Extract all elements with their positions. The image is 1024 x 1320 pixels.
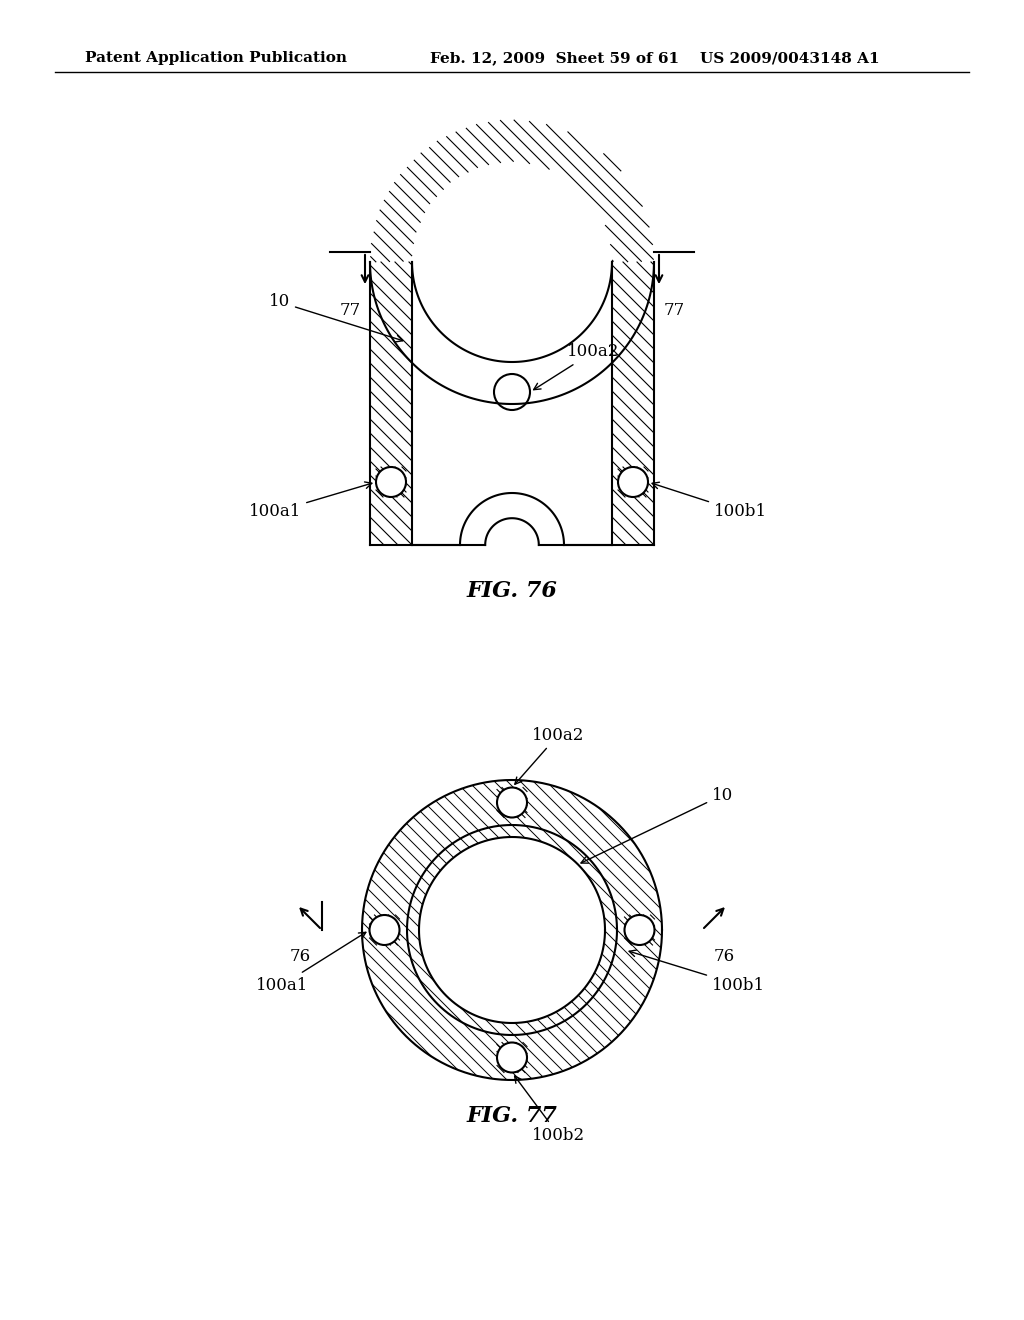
Circle shape: [618, 467, 648, 498]
Text: 100a2: 100a2: [515, 726, 585, 784]
Text: 10: 10: [581, 787, 733, 863]
Text: 100b1: 100b1: [629, 950, 765, 994]
Text: 77: 77: [664, 302, 685, 319]
Circle shape: [497, 1043, 527, 1072]
Text: 100a1: 100a1: [256, 932, 366, 994]
Text: US 2009/0043148 A1: US 2009/0043148 A1: [700, 51, 880, 65]
Text: 100b2: 100b2: [515, 1076, 585, 1143]
Circle shape: [625, 915, 654, 945]
Text: FIG. 77: FIG. 77: [467, 1105, 557, 1127]
Text: 100a1: 100a1: [249, 482, 372, 520]
Text: Feb. 12, 2009  Sheet 59 of 61: Feb. 12, 2009 Sheet 59 of 61: [430, 51, 679, 65]
Text: 100b1: 100b1: [652, 482, 767, 520]
Circle shape: [497, 788, 527, 817]
Text: 76: 76: [714, 948, 734, 965]
Text: 10: 10: [268, 293, 402, 342]
Text: 76: 76: [290, 948, 310, 965]
Text: FIG. 76: FIG. 76: [467, 579, 557, 602]
Circle shape: [376, 467, 406, 498]
Circle shape: [370, 915, 399, 945]
Text: 77: 77: [339, 302, 360, 319]
Text: Patent Application Publication: Patent Application Publication: [85, 51, 347, 65]
Text: 100a2: 100a2: [534, 343, 620, 389]
